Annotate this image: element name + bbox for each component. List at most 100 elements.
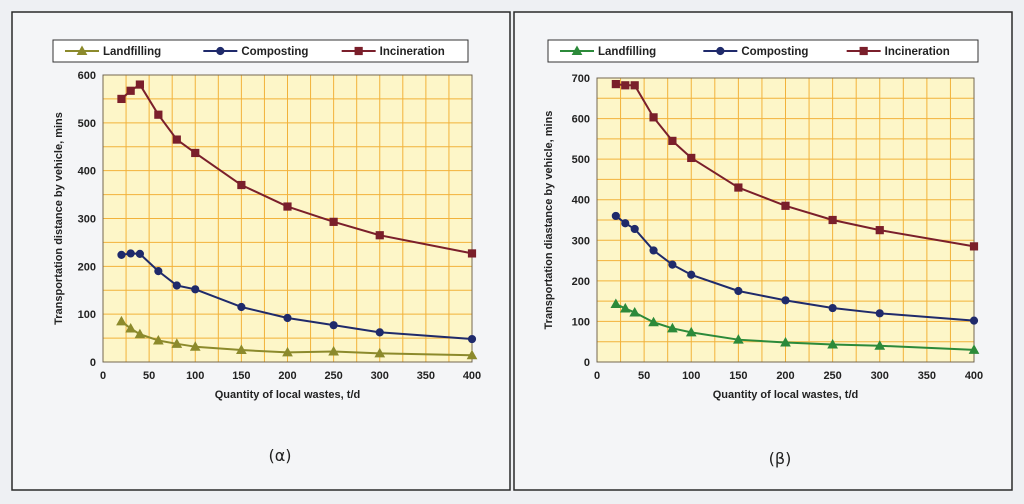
legend-box xyxy=(547,39,979,63)
data-point-landfilling xyxy=(610,298,622,308)
data-point-composting xyxy=(828,303,837,313)
y-tick-label: 200 xyxy=(572,276,590,288)
y-tick-label: 0 xyxy=(584,357,590,369)
data-point-incineration xyxy=(329,217,338,226)
data-point-composting xyxy=(375,328,384,337)
data-point-incineration xyxy=(969,242,979,251)
legend-item-composting: Composting xyxy=(203,46,308,58)
legend-swatch-marker xyxy=(354,46,363,56)
legend-box xyxy=(52,39,469,63)
x-tick-label: 250 xyxy=(324,370,342,382)
data-point-composting xyxy=(467,334,477,344)
data-point-landfilling xyxy=(667,322,678,333)
series-incineration xyxy=(117,80,477,258)
data-point-composting xyxy=(621,219,630,228)
data-point-landfilling xyxy=(619,302,631,313)
legend-label: Composting xyxy=(741,46,808,58)
x-axis-label: Quantity of local wastes, t/d xyxy=(713,389,858,401)
data-point-composting xyxy=(135,249,144,258)
x-tick-label: 200 xyxy=(278,370,296,382)
data-point-composting xyxy=(875,309,884,318)
data-point-landfilling xyxy=(968,344,980,354)
x-tick-label: 350 xyxy=(417,370,435,382)
x-tick-label: 100 xyxy=(682,370,700,382)
data-point-incineration xyxy=(283,202,292,211)
legend-label: Incineration xyxy=(380,46,445,58)
y-tick-label: 300 xyxy=(572,235,590,247)
data-point-incineration xyxy=(828,215,837,225)
data-point-incineration xyxy=(172,135,181,144)
data-point-landfilling xyxy=(685,326,697,337)
data-point-landfilling xyxy=(282,346,293,357)
series-landfilling xyxy=(610,298,980,354)
data-point-composting xyxy=(117,250,126,259)
data-point-composting xyxy=(329,321,338,330)
series-composting xyxy=(117,249,477,344)
x-tick-label: 150 xyxy=(729,370,747,382)
legend-swatch-marker xyxy=(859,46,868,56)
data-point-incineration xyxy=(630,81,639,90)
legend-label: Landfilling xyxy=(598,46,656,58)
data-point-landfilling xyxy=(116,315,127,326)
series-landfilling xyxy=(116,315,478,360)
data-point-incineration xyxy=(191,148,200,158)
data-point-incineration xyxy=(649,113,658,122)
data-point-composting xyxy=(687,270,696,279)
series-composting xyxy=(611,211,979,325)
y-tick-label: 300 xyxy=(78,214,96,226)
data-point-landfilling xyxy=(780,337,791,347)
data-point-incineration xyxy=(126,86,135,95)
panel-label: (α) xyxy=(268,446,291,465)
y-tick-label: 200 xyxy=(78,261,96,273)
data-point-incineration xyxy=(237,180,246,190)
x-tick-label: 250 xyxy=(823,370,841,382)
data-point-landfilling xyxy=(733,334,744,344)
data-point-landfilling xyxy=(125,322,137,333)
data-point-landfilling xyxy=(648,316,659,327)
data-point-composting xyxy=(781,296,790,305)
series-incineration xyxy=(611,79,979,251)
x-tick-label: 300 xyxy=(871,370,889,382)
data-point-incineration xyxy=(375,231,384,240)
legend-item-composting: Composting xyxy=(703,46,808,58)
legend-item-incineration: Incineration xyxy=(846,46,950,58)
data-point-composting xyxy=(283,313,292,323)
data-point-composting xyxy=(172,281,181,290)
x-tick-label: 50 xyxy=(143,370,155,382)
y-tick-label: 100 xyxy=(572,316,590,328)
data-point-composting xyxy=(237,302,246,312)
data-point-incineration xyxy=(621,81,630,90)
x-tick-label: 100 xyxy=(186,370,204,382)
panel-label: (β) xyxy=(769,449,792,468)
legend-swatch-marker xyxy=(76,45,88,55)
chart-panel-alpha: 0 50 100 150 200 250 300 350 400 0 100 200 300 400 500… xyxy=(11,11,511,491)
legend-item-incineration: Incineration xyxy=(341,46,445,58)
y-tick-label: 500 xyxy=(78,118,96,130)
data-point-composting xyxy=(734,286,743,296)
data-point-landfilling xyxy=(189,341,201,351)
x-tick-label: 200 xyxy=(776,370,794,382)
y-tick-label: 100 xyxy=(78,309,96,321)
legend-swatch-marker xyxy=(216,46,225,56)
data-point-incineration xyxy=(611,79,620,89)
x-tick-label: 350 xyxy=(918,370,936,382)
legend-item-landfilling: Landfilling xyxy=(560,45,656,58)
data-point-incineration xyxy=(135,80,145,89)
data-point-composting xyxy=(611,211,620,221)
y-axis-label: Transportation distance by vehicle, mins xyxy=(53,112,65,325)
y-tick-label: 600 xyxy=(572,114,590,126)
plot-border xyxy=(102,74,473,363)
legend: Landfilling Composting Incineration xyxy=(52,39,469,63)
x-axis-label: Quantity of local wastes, t/d xyxy=(215,389,360,401)
data-point-composting xyxy=(668,260,677,269)
y-tick-label: 400 xyxy=(572,195,590,207)
data-point-composting xyxy=(649,246,658,255)
chart-panel-beta: 0 50 100 150 200 250 300 350 400 0 100 200 300 400 500… xyxy=(513,11,1013,491)
y-tick-label: 0 xyxy=(90,357,96,369)
legend-label: Landfilling xyxy=(103,46,161,58)
data-point-landfilling xyxy=(466,349,478,360)
x-tick-label: 400 xyxy=(463,370,481,382)
data-point-incineration xyxy=(781,201,790,210)
data-point-composting xyxy=(126,249,135,258)
